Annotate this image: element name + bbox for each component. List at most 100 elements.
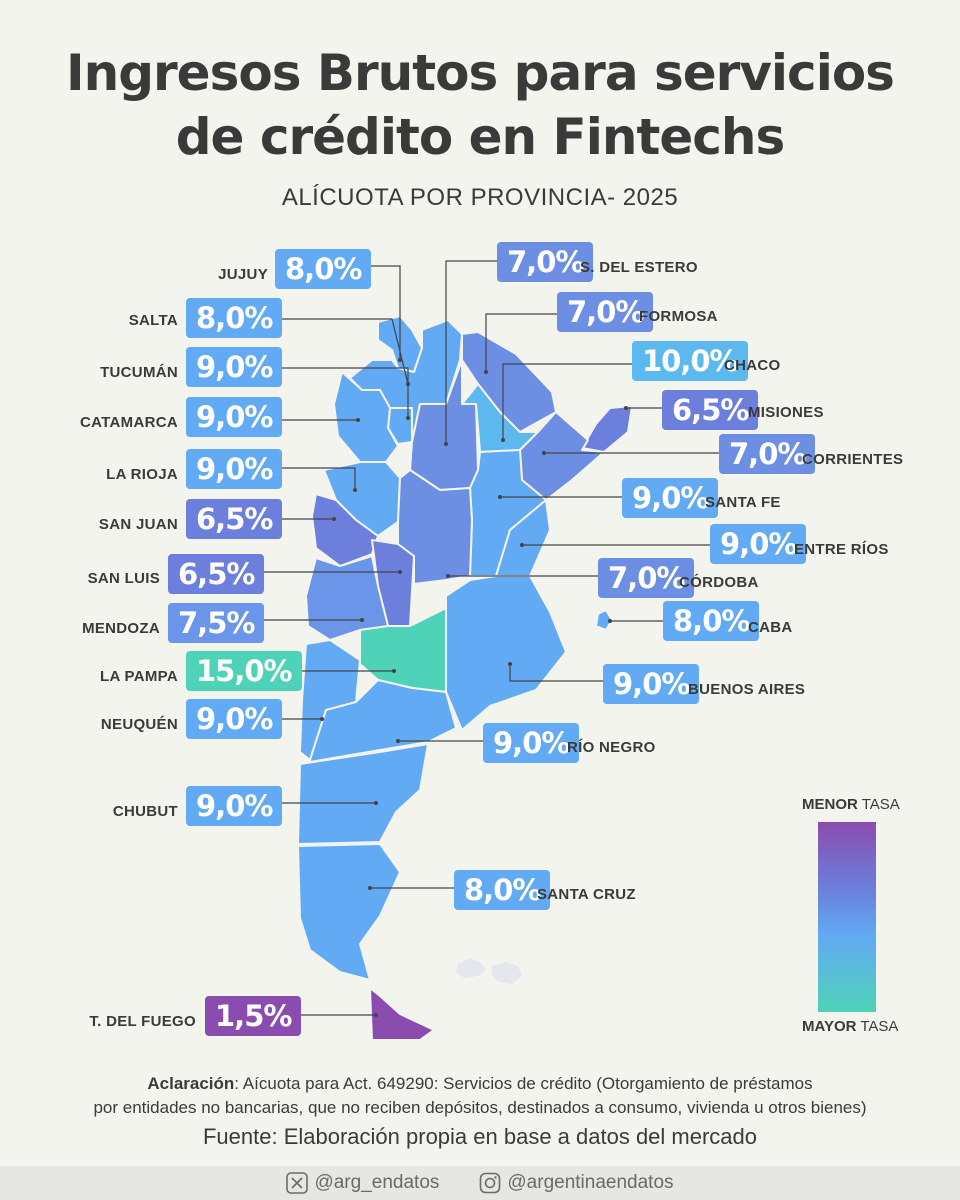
leader-dot-la-pampa <box>392 669 396 673</box>
province-name-jujuy: JUJUY <box>218 266 268 283</box>
page-subtitle: ALÍCUOTA POR PROVINCIA- 2025 <box>281 184 679 211</box>
leader-dot-t-del-fuego <box>374 1013 378 1017</box>
province-name-mendoza: MENDOZA <box>82 620 160 637</box>
rate-badge-mendoza: 7,5% <box>168 603 265 643</box>
rate-badge-formosa: 7,0% <box>557 292 654 332</box>
leader-dot-jujuy <box>398 358 402 362</box>
note-line1: Aclaración: Aícuota para Act. 649290: Se… <box>147 1074 813 1093</box>
province-name-santa-cruz: SANTA CRUZ <box>537 886 636 903</box>
province-name-s-del-estero: S. DEL ESTERO <box>580 259 698 276</box>
leader-dot-neuquen <box>320 717 324 721</box>
legend-bottom-label: MAYOR TASA <box>802 1018 899 1035</box>
leader-dot-formosa <box>484 370 488 374</box>
leader-dot-corrientes <box>542 451 546 455</box>
province-buenos-aires <box>445 575 567 731</box>
leader-line-chaco <box>502 363 632 440</box>
rate-badge-la-rioja: 9,0% <box>186 449 283 489</box>
instagram-icon <box>480 1172 501 1194</box>
page-title-line1: Ingresos Brutos para servicios <box>66 44 895 102</box>
province-t-del-fuego <box>369 987 435 1041</box>
province-name-catamarca: CATAMARCA <box>80 414 178 431</box>
leader-dot-misiones <box>624 406 628 410</box>
province-entre-rios <box>495 499 551 577</box>
province-san-juan <box>311 493 379 567</box>
leader-dot-chubut <box>374 801 378 805</box>
rate-badge-salta: 8,0% <box>186 298 283 338</box>
rate-badge-catamarca: 9,0% <box>186 397 283 437</box>
rate-badge-rio-negro: 9,0% <box>483 723 580 763</box>
province-name-tucuman: TUCUMÁN <box>100 364 178 381</box>
rate-badge-buenos-aires: 9,0% <box>603 664 700 704</box>
leader-line-formosa <box>485 313 557 372</box>
province-misiones <box>581 405 633 453</box>
leader-dot-chaco <box>501 438 505 442</box>
rate-badge-misiones: 6,5% <box>662 390 759 430</box>
rate-badge-santa-cruz: 8,0% <box>454 870 551 910</box>
rate-badge-corrientes: 7,0% <box>719 434 816 474</box>
malvinas-islands <box>456 958 522 984</box>
province-name-buenos-aires: BUENOS AIRES <box>688 681 806 698</box>
province-name-neuquen: NEUQUÉN <box>100 716 178 733</box>
province-name-formosa: FORMOSA <box>639 308 718 325</box>
twitter-handle: @arg_endatos <box>314 1172 440 1193</box>
rate-badge-la-pampa: 15,0% <box>186 651 302 691</box>
legend-top-label: MENOR TASA <box>802 796 900 813</box>
province-catamarca <box>333 371 399 463</box>
province-name-salta: SALTA <box>128 312 178 329</box>
leader-dot-catamarca <box>356 418 360 422</box>
leader-dot-caba <box>608 619 612 623</box>
rate-badge-caba: 8,0% <box>663 601 760 641</box>
leader-dot-entre-rios <box>520 543 524 547</box>
rate-badge-san-luis: 6,5% <box>168 554 265 594</box>
rate-badge-s-del-estero: 7,0% <box>497 242 594 282</box>
leader-dot-san-luis <box>398 570 402 574</box>
leader-line-buenos-aires <box>509 664 603 682</box>
note-line2: por entidades no bancarias, que no recib… <box>93 1098 867 1117</box>
instagram-link[interactable]: @argentinaendatos <box>479 1172 674 1194</box>
leader-line-la-rioja <box>268 467 356 490</box>
province-name-santa-fe: SANTA FE <box>705 494 781 511</box>
rate-badge-santa-fe: 9,0% <box>622 478 719 518</box>
x-logo-icon <box>286 1172 309 1194</box>
page-title-line2: de crédito en Fintechs <box>175 108 786 166</box>
rate-badge-t-del-fuego: 1,5% <box>205 996 302 1036</box>
legend-gradient-bar <box>818 822 876 1012</box>
instagram-handle: @argentinaendatos <box>507 1172 674 1193</box>
leader-line-tucuman <box>268 367 409 418</box>
rate-badge-san-juan: 6,5% <box>186 499 283 539</box>
province-name-corrientes: CORRIENTES <box>802 451 904 468</box>
province-name-cordoba: CÓRDOBA <box>679 574 759 591</box>
province-name-misiones: MISIONES <box>748 404 824 421</box>
rate-badge-jujuy: 8,0% <box>275 249 372 289</box>
province-name-la-pampa: LA PAMPA <box>100 668 178 685</box>
province-name-caba: CABA <box>748 619 793 636</box>
twitter-link[interactable]: @arg_endatos <box>286 1172 439 1194</box>
province-name-san-juan: SAN JUAN <box>98 516 178 533</box>
leader-dot-santa-cruz <box>368 886 372 890</box>
province-name-rio-negro: RÍO NEGRO <box>567 739 656 756</box>
leader-dot-s-del-estero <box>444 442 448 446</box>
province-name-entre-rios: ENTRE RÍOS <box>794 541 889 558</box>
rate-badge-chubut: 9,0% <box>186 786 283 826</box>
province-name-chaco: CHACO <box>724 357 781 374</box>
leader-dot-la-rioja <box>353 488 357 492</box>
rate-badge-chaco: 10,0% <box>632 341 748 381</box>
leader-dot-buenos-aires <box>508 662 512 666</box>
leader-line-s-del-estero <box>445 260 497 444</box>
province-santa-cruz <box>297 843 401 981</box>
leader-line-salta <box>268 318 409 385</box>
province-name-t-del-fuego: T. DEL FUEGO <box>89 1013 196 1030</box>
province-chubut <box>297 743 429 845</box>
leader-dot-rio-negro <box>396 739 400 743</box>
rate-badge-entre-rios: 9,0% <box>710 524 807 564</box>
province-cordoba <box>397 469 473 585</box>
province-name-san-luis: SAN LUIS <box>87 570 160 587</box>
leader-dot-san-juan <box>332 517 336 521</box>
leader-dot-mendoza <box>360 618 364 622</box>
rate-badge-tucuman: 9,0% <box>186 347 283 387</box>
province-name-chubut: CHUBUT <box>112 803 178 820</box>
footer-bar: @arg_endatos @argentinaendatos <box>0 1166 960 1200</box>
rate-badge-neuquen: 9,0% <box>186 699 283 739</box>
source-text: Fuente: Elaboración propia en base a dat… <box>202 1124 758 1149</box>
